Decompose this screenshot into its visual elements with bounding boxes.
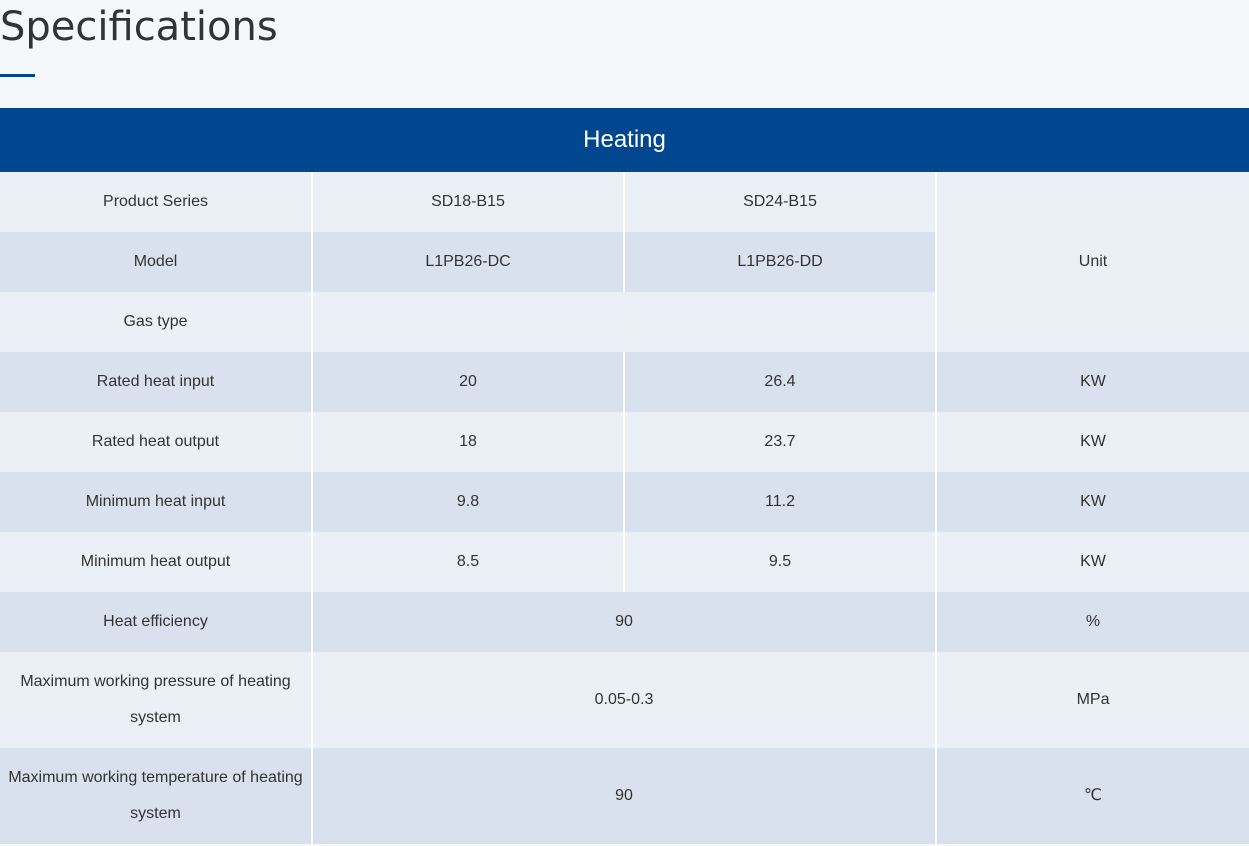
cell-value: 20 <box>311 352 624 412</box>
cell-value: 90 <box>311 748 936 844</box>
table-row: Rated heat input 20 26.4 KW <box>0 352 1249 412</box>
table-row: Heat efficiency 90 % <box>0 592 1249 652</box>
table-row: Minimum heat input 9.8 11.2 KW <box>0 472 1249 532</box>
cell-value: 0.05-0.3 <box>311 652 936 748</box>
table-header-row: Heating <box>0 108 1249 172</box>
unit-header: Unit <box>934 172 1249 352</box>
table-row: Gas type <box>0 292 1249 352</box>
cell-value: 9.8 <box>311 472 624 532</box>
cell-value: 9.5 <box>623 532 936 592</box>
row-label: Heat efficiency <box>0 592 312 652</box>
cell-value: 8.5 <box>311 532 624 592</box>
cell-unit: KW <box>934 532 1249 592</box>
table-row: Maximum working pressure of heating syst… <box>0 652 1249 748</box>
cell-unit: KW <box>934 472 1249 532</box>
cell-unit: MPa <box>934 652 1249 748</box>
page-title: Specifications <box>0 4 278 50</box>
cell-value: SD24-B15 <box>623 172 936 232</box>
cell-value: 90 <box>311 592 936 652</box>
row-label: Maximum working temperature of heating s… <box>0 748 312 844</box>
cell-value: SD18-B15 <box>311 172 624 232</box>
cell-value: 11.2 <box>623 472 936 532</box>
row-label: Model <box>0 232 312 292</box>
row-label: Minimum heat output <box>0 532 312 592</box>
section-heading: Heating <box>0 108 1249 172</box>
table-row: Minimum heat output 8.5 9.5 KW <box>0 532 1249 592</box>
row-label: Maximum working pressure of heating syst… <box>0 652 312 748</box>
table-row: Maximum working temperature of heating s… <box>0 748 1249 844</box>
row-label: Minimum heat input <box>0 472 312 532</box>
cell-value: L1PB26-DD <box>623 232 936 292</box>
row-label: Rated heat output <box>0 412 312 472</box>
cell-unit: % <box>934 592 1249 652</box>
cell-unit: KW <box>934 412 1249 472</box>
specifications-table: Heating Product Series SD18-B15 SD24-B15… <box>0 108 1249 844</box>
row-label: Rated heat input <box>0 352 312 412</box>
table-row: Model L1PB26-DC L1PB26-DD <box>0 232 1249 292</box>
cell-value: 26.4 <box>623 352 936 412</box>
table-row: Product Series SD18-B15 SD24-B15 Unit <box>0 172 1249 352</box>
title-underline <box>0 74 35 77</box>
cell-value: 23.7 <box>623 412 936 472</box>
table-row: Rated heat output 18 23.7 KW <box>0 412 1249 472</box>
cell-unit: ℃ <box>934 748 1249 844</box>
cell-value <box>311 292 936 352</box>
row-label: Product Series <box>0 172 312 232</box>
cell-value: L1PB26-DC <box>311 232 624 292</box>
cell-value: 18 <box>311 412 624 472</box>
row-label: Gas type <box>0 292 312 352</box>
cell-unit: KW <box>934 352 1249 412</box>
